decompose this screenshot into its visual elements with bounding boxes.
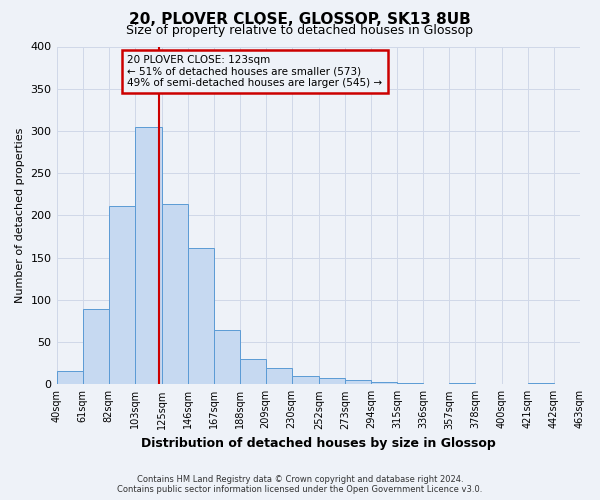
Bar [109, 206, 134, 384]
Bar [319, 378, 345, 384]
Bar [56, 371, 83, 384]
Text: 20, PLOVER CLOSE, GLOSSOP, SK13 8UB: 20, PLOVER CLOSE, GLOSSOP, SK13 8UB [129, 12, 471, 28]
Text: Contains HM Land Registry data © Crown copyright and database right 2024.
Contai: Contains HM Land Registry data © Crown c… [118, 474, 482, 494]
Bar [239, 359, 266, 384]
Bar [371, 382, 397, 384]
Bar [449, 382, 475, 384]
Bar [83, 309, 109, 384]
Bar [292, 376, 319, 384]
Y-axis label: Number of detached properties: Number of detached properties [15, 128, 25, 303]
Bar [266, 368, 292, 384]
Bar [134, 126, 162, 384]
Bar [580, 382, 600, 384]
Bar [188, 248, 214, 384]
Bar [162, 204, 188, 384]
Text: 20 PLOVER CLOSE: 123sqm
← 51% of detached houses are smaller (573)
49% of semi-d: 20 PLOVER CLOSE: 123sqm ← 51% of detache… [127, 55, 382, 88]
Bar [214, 330, 239, 384]
X-axis label: Distribution of detached houses by size in Glossop: Distribution of detached houses by size … [141, 437, 496, 450]
Bar [345, 380, 371, 384]
Text: Size of property relative to detached houses in Glossop: Size of property relative to detached ho… [127, 24, 473, 37]
